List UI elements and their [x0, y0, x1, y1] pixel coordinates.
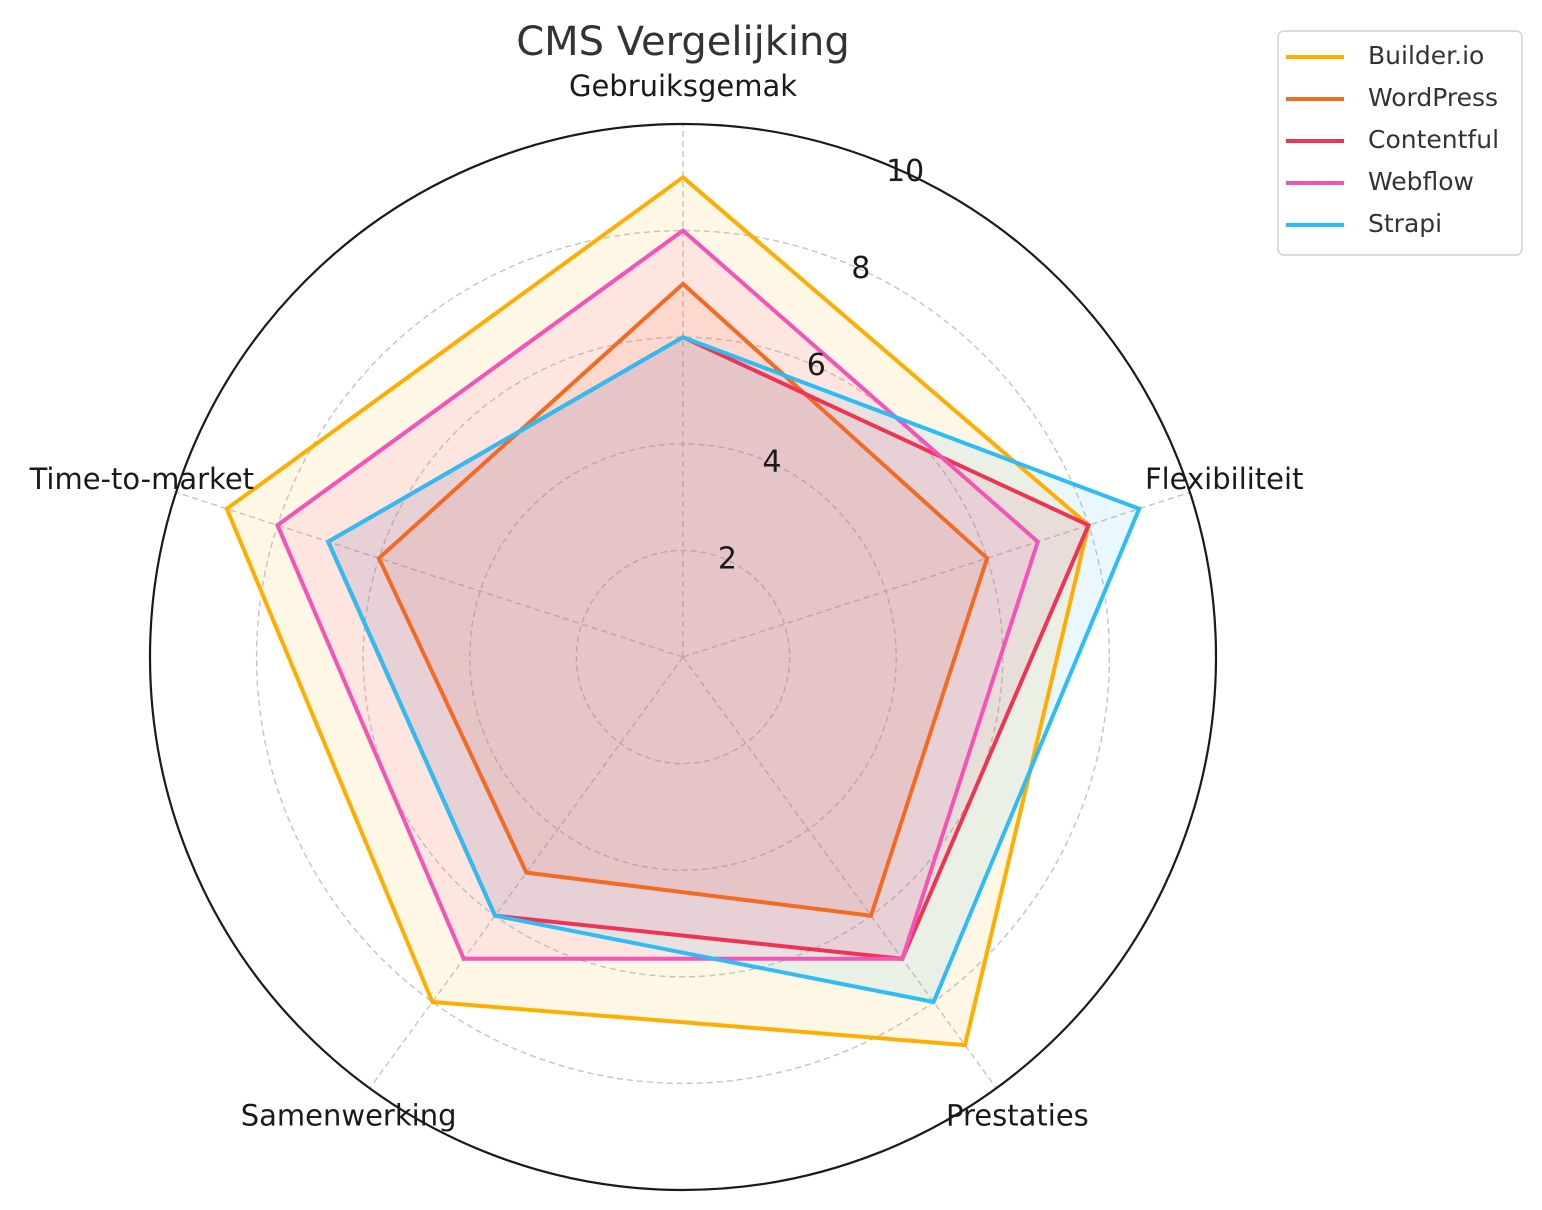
legend-label-3: Webflow — [1368, 167, 1474, 196]
spoke-1 — [682, 491, 1191, 658]
axis-label-4: Time-to-market — [29, 462, 254, 496]
series-line-4 — [325, 334, 1142, 1005]
series-line-3 — [275, 228, 1041, 961]
axis-label-1: Flexibiliteit — [1145, 462, 1304, 496]
grid-ring-6 — [362, 336, 1004, 978]
grid-ring-2 — [575, 549, 791, 765]
series-line-0 — [224, 174, 1091, 1048]
spoke-3 — [369, 656, 684, 1089]
tick-label-8: 8 — [851, 251, 870, 286]
legend-label-2: Contentful — [1368, 125, 1499, 154]
grid-ring-8 — [255, 229, 1111, 1085]
series-area-2 — [328, 337, 1089, 959]
axis-label-3: Samenwerking — [241, 1098, 457, 1132]
legend-label-0: Builder.io — [1368, 41, 1484, 70]
series-area-0 — [226, 177, 1089, 1046]
axis-label-0: Gebruiksgemak — [569, 69, 797, 103]
tick-label-2: 2 — [718, 542, 737, 577]
legend-label-1: WordPress — [1368, 83, 1498, 112]
series-fills — [226, 177, 1140, 1046]
legend-label-4: Strapi — [1368, 209, 1442, 238]
series-lines — [224, 174, 1142, 1048]
series-area-4 — [328, 337, 1140, 1002]
tick-label-10: 10 — [886, 154, 924, 189]
legend-frame — [1277, 30, 1523, 256]
axis-labels: Gebruiksgemak Flexibiliteit Prestaties Same… — [29, 69, 1304, 1132]
axis-label-2: Prestaties — [946, 1098, 1089, 1132]
legend: Builder.io WordPress Contentful Webflow Stra… — [1277, 30, 1523, 256]
spoke-4 — [175, 491, 684, 658]
series-area-1 — [378, 283, 988, 916]
spoke-2 — [682, 656, 997, 1089]
radar-grid — [175, 124, 1191, 1089]
radial-ticks: 2 4 6 8 10 — [718, 154, 924, 577]
outer-ring — [148, 122, 1218, 1192]
tick-label-6: 6 — [807, 348, 826, 383]
series-line-1 — [376, 281, 990, 918]
outer-frame — [148, 122, 1218, 1192]
chart-title: CMS Vergelijking — [516, 19, 850, 65]
tick-label-4: 4 — [762, 445, 781, 480]
